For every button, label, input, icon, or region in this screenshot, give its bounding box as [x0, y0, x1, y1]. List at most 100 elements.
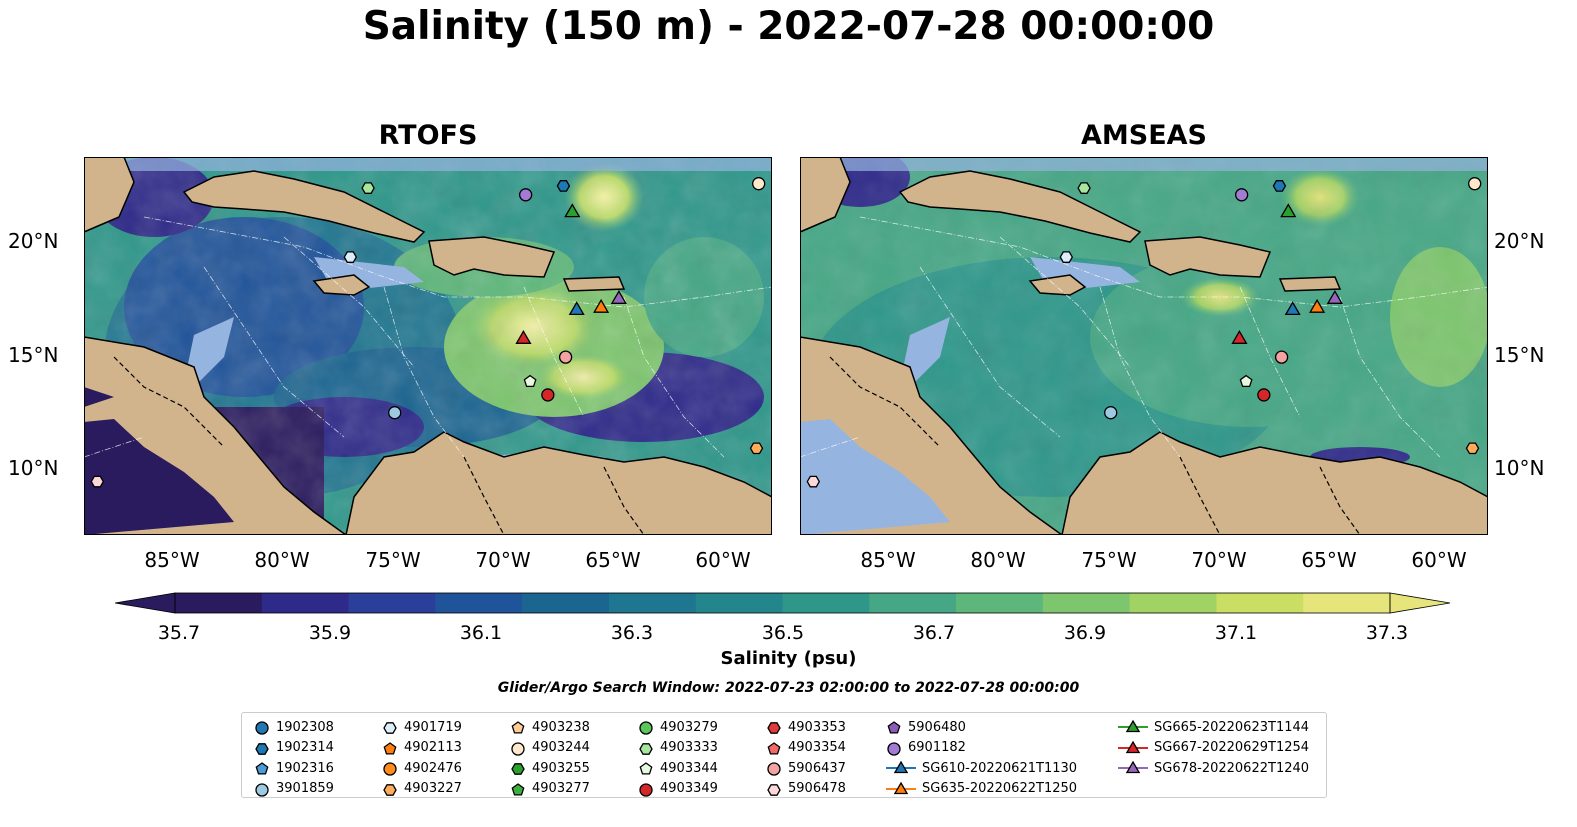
colorbar-segment — [956, 593, 1044, 613]
lon-tick-label: 75°W — [1081, 548, 1137, 572]
observation-marker-4903227 — [1465, 442, 1480, 455]
legend-label: 4903244 — [532, 740, 590, 755]
legend-item: 5906480 — [886, 717, 966, 737]
legend-item: 4903227 — [382, 779, 462, 799]
country-borders — [829, 356, 1361, 535]
observation-marker-4903349 — [541, 388, 555, 402]
legend-marker-icon — [767, 722, 781, 734]
colorbar-segment — [1303, 593, 1391, 613]
legend-marker-icon — [767, 783, 781, 796]
lon-tick-label: 65°W — [585, 548, 641, 572]
legend-marker-icon — [887, 741, 901, 756]
eez-boundaries — [800, 216, 1488, 458]
legend-marker-icon — [383, 783, 397, 796]
legend-label: 4903344 — [660, 760, 718, 776]
observation-marker-4903244 — [752, 177, 766, 191]
legend-label: 4903255 — [532, 760, 590, 776]
lat-tick-label: 15°N — [1494, 343, 1545, 367]
legend-item: SG678-20220622T1240 — [1118, 758, 1309, 778]
colorbar-segment — [435, 593, 523, 613]
legend-label: 5906437 — [788, 760, 846, 776]
observation-marker-4903349 — [1257, 388, 1271, 402]
legend-marker-icon — [383, 762, 397, 776]
observation-marker-4903227 — [749, 442, 764, 455]
legend-label: 4903353 — [788, 719, 846, 735]
map-panel-amseas — [800, 157, 1488, 535]
legend-item: 4903333 — [638, 738, 718, 758]
legend-marker-icon — [383, 722, 397, 734]
lon-tick-label: 70°W — [1191, 548, 1247, 572]
legend-item: 4901719 — [382, 717, 462, 737]
colorbar-segment — [261, 593, 350, 613]
colorbar-segment — [1216, 593, 1304, 613]
observation-marker-SG610-20220621T1130 — [568, 301, 585, 316]
observation-markers — [90, 177, 766, 488]
observation-marker-SG678-20220622T1240 — [610, 290, 627, 304]
colorbar-tick-label: 35.9 — [308, 622, 352, 644]
colorbar-tick-label: 36.3 — [610, 622, 654, 644]
lat-tick-label: 10°N — [1494, 456, 1545, 480]
colorbar-frame — [174, 592, 1391, 614]
lon-tick-label: 70°W — [475, 548, 531, 572]
observation-marker-SG667-20220629T1254 — [1231, 330, 1248, 344]
colorbar-tick-label: 36.7 — [912, 622, 956, 644]
legend-label: 3901859 — [276, 781, 334, 796]
colorbar-segment — [695, 593, 783, 613]
legend-label: 4901719 — [404, 719, 462, 735]
land-hispaniola — [1144, 236, 1272, 278]
land-hispaniola — [428, 236, 556, 278]
observation-marker-SG665-20220623T1144 — [564, 203, 581, 218]
land-puerto-rico — [1278, 276, 1342, 292]
legend-label: 4903279 — [660, 719, 718, 735]
legend-label: 5906478 — [788, 781, 846, 796]
colorbar-segment — [522, 593, 610, 613]
colorbar-tick-label: 36.1 — [459, 622, 503, 644]
legend-marker-icon — [255, 782, 269, 797]
legend-label: SG635-20220622T1250 — [922, 781, 1078, 796]
eez-boundaries — [84, 216, 772, 458]
legend-marker-icon — [639, 721, 653, 735]
land-cuba — [182, 170, 426, 243]
colorbar-tick-label: 35.7 — [157, 622, 201, 644]
legend-item: 1902308 — [254, 717, 334, 737]
legend-marker-icon — [887, 721, 901, 734]
lon-tick-label: 60°W — [1411, 548, 1467, 572]
colorbar-label: Salinity (psu) — [720, 648, 857, 669]
legend-label: 1902308 — [276, 719, 334, 735]
search-window-caption: Glider/Argo Search Window: 2022-07-23 02… — [497, 680, 1080, 696]
colorbar-segment — [1042, 593, 1131, 613]
observation-marker-1902314 — [556, 180, 571, 192]
legend-item: SG610-20220621T1130 — [886, 758, 1077, 778]
legend-marker-icon — [511, 763, 525, 775]
legend-label: 4903238 — [532, 719, 590, 735]
legend-marker-icon — [767, 741, 781, 755]
legend-item: 4902113 — [382, 738, 462, 758]
observation-marker-4903333 — [1077, 182, 1091, 194]
legend-item: 4903349 — [638, 779, 718, 799]
legend-label: 4903227 — [404, 781, 462, 796]
legend-item: 4903238 — [510, 717, 590, 737]
legend-item: 4903277 — [510, 779, 590, 799]
legend-item: 4903279 — [638, 717, 718, 737]
observation-marker-SG635-20220622T1250 — [593, 298, 610, 313]
legend-marker-icon — [886, 760, 916, 774]
observation-marker-4901719 — [1059, 251, 1074, 263]
observation-markers — [806, 177, 1482, 488]
legend-marker-icon — [1118, 740, 1148, 753]
colorbar-tick-label: 37.1 — [1214, 622, 1258, 644]
country-borders — [113, 356, 645, 535]
legend-item: 1902314 — [254, 738, 334, 758]
legend-item: 4903344 — [638, 758, 718, 778]
legend-label: 4903354 — [788, 740, 846, 755]
observation-marker-SG610-20220621T1130 — [1284, 301, 1301, 316]
figure-title: Salinity (150 m) - 2022-07-28 00:00:00 — [362, 4, 1215, 49]
observation-marker-3901859 — [388, 406, 402, 420]
observation-marker-5906437 — [1274, 350, 1289, 364]
legend-item: 4903353 — [766, 717, 846, 737]
legend-item: 5906478 — [766, 779, 846, 799]
colorbar-segment — [608, 593, 697, 613]
observation-marker-5906437 — [558, 350, 573, 364]
observation-marker-SG667-20220629T1254 — [515, 330, 532, 344]
colorbar-segment — [1129, 593, 1217, 613]
colorbar-segment — [175, 593, 263, 613]
